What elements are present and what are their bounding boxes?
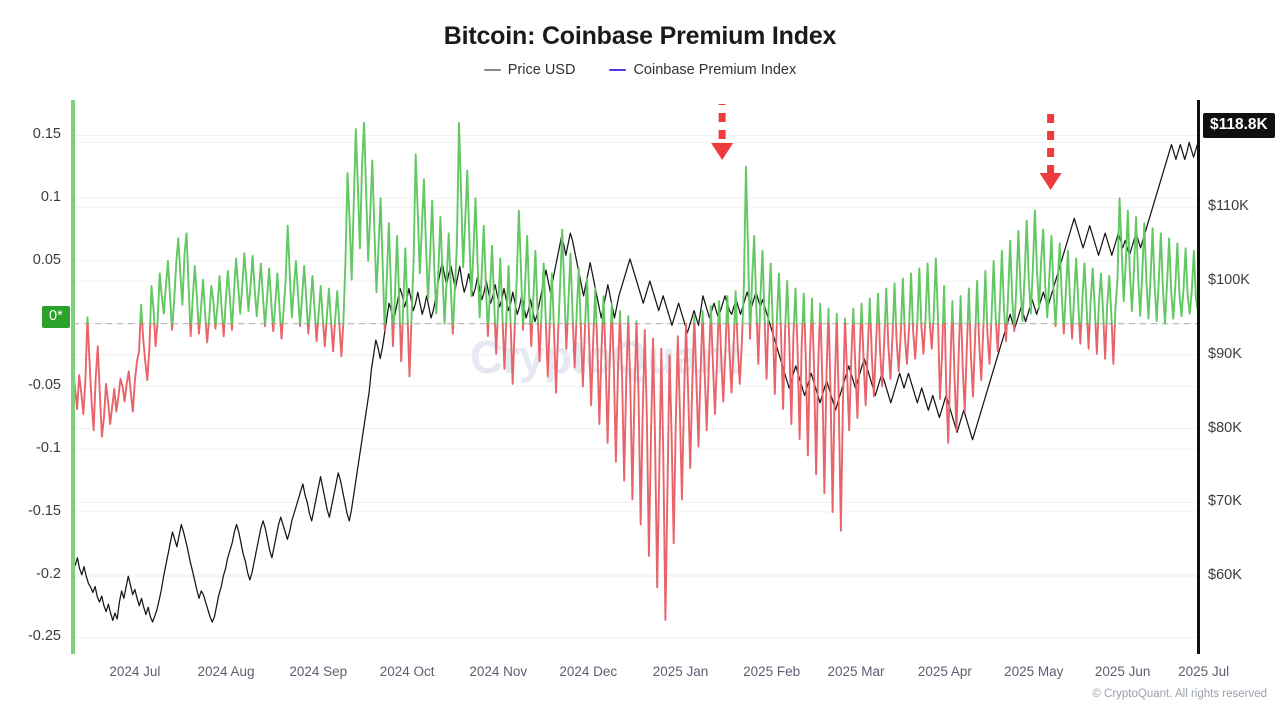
left-axis-tick: -0.1: [36, 440, 61, 457]
left-axis-tick: 0.15: [32, 126, 61, 143]
coinbase-premium-index-line: [73, 121, 1198, 621]
legend-label-coinbase-premium-index: Coinbase Premium Index: [633, 62, 797, 78]
x-axis-tick: 2024 Aug: [197, 664, 255, 679]
x-axis-tick: 2025 Jul: [1178, 664, 1230, 679]
annotation-arrows: [711, 104, 1062, 190]
plot-area[interactable]: [73, 104, 1198, 650]
chart-legend: Price USD Coinbase Premium Index: [0, 62, 1280, 78]
x-axis-tick: 2025 Jan: [652, 664, 709, 679]
right-axis-line: [1197, 100, 1200, 654]
x-axis-tick: 2025 Apr: [917, 664, 972, 679]
left-axis-tick: -0.25: [27, 628, 61, 645]
x-axis-tick: 2025 Mar: [827, 664, 885, 679]
right-axis-tick: $70K: [1208, 493, 1242, 510]
x-axis-tick: 2025 Feb: [743, 664, 801, 679]
copyright-notice: © CryptoQuant. All rights reserved: [1092, 688, 1267, 700]
legend-swatch-price-icon: [483, 69, 501, 71]
left-axis-line: [71, 100, 75, 654]
x-axis-tick: 2024 Sep: [289, 664, 348, 679]
right-axis-tick: $90K: [1208, 345, 1242, 362]
chart-canvas: [73, 104, 1198, 638]
left-axis-tick: 0.05: [32, 251, 61, 268]
x-axis-tick: 2025 May: [1004, 664, 1064, 679]
x-axis-tick: 2024 Jul: [109, 664, 161, 679]
left-axis-tick: -0.2: [36, 565, 61, 582]
right-axis-tick: $60K: [1208, 567, 1242, 584]
zero-marker-badge: 0*: [42, 306, 70, 328]
last-price-badge: $118.8K: [1203, 113, 1275, 138]
x-axis-tick: 2024 Nov: [469, 664, 528, 679]
left-axis-tick: -0.05: [27, 377, 61, 394]
legend-item-coinbase-premium-index[interactable]: Coinbase Premium Index: [609, 62, 796, 78]
legend-item-price-usd[interactable]: Price USD: [483, 62, 576, 78]
x-axis-tick: 2025 Jun: [1094, 664, 1151, 679]
x-axis-tick: 2024 Dec: [559, 664, 618, 679]
right-axis-tick: $80K: [1208, 419, 1242, 436]
x-axis-tick: 2024 Oct: [379, 664, 435, 679]
page-title: Bitcoin: Coinbase Premium Index: [443, 22, 837, 50]
gridlines: [73, 134, 1198, 638]
legend-label-price-usd: Price USD: [507, 62, 576, 78]
left-axis-tick: 0.1: [40, 189, 61, 206]
legend-swatch-premium-icon: [609, 69, 627, 71]
right-axis-tick: $100K: [1208, 272, 1250, 289]
price-usd-line: [73, 141, 1198, 623]
left-axis-tick: -0.15: [27, 502, 61, 519]
right-axis-tick: $110K: [1208, 198, 1249, 215]
